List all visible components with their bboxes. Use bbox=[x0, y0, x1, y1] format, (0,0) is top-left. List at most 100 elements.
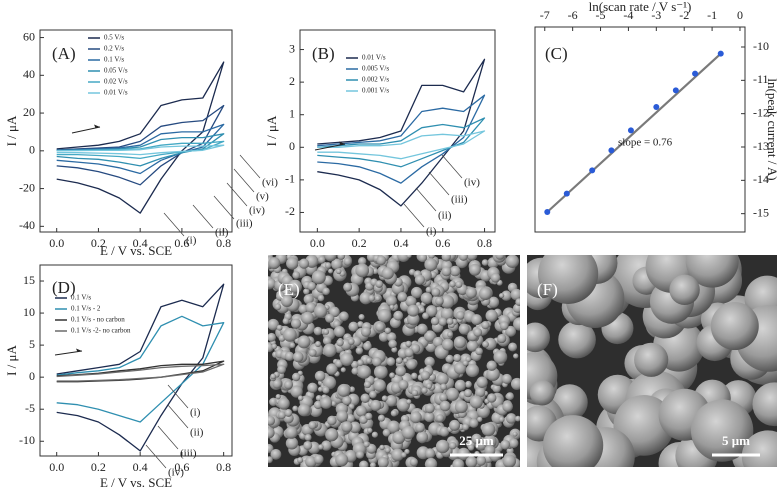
particle bbox=[486, 360, 497, 371]
particle bbox=[357, 365, 372, 379]
particle bbox=[341, 421, 353, 433]
particle bbox=[436, 414, 444, 423]
plot-frame bbox=[39, 29, 233, 233]
particle bbox=[436, 372, 449, 386]
particle bbox=[385, 295, 397, 307]
particle bbox=[397, 255, 410, 262]
particle bbox=[484, 445, 496, 457]
y-tick-label: 5 bbox=[29, 337, 35, 351]
legend-label: 0.1 V/s -2- no carbon bbox=[71, 327, 131, 335]
panel: (C)-7 -6 -5 -4 -3 -2 -1 0-15-14-13-12-11-10ln(s… bbox=[534, 0, 780, 233]
annotation: (i) bbox=[426, 226, 437, 238]
particle bbox=[389, 304, 395, 310]
x-tick-label: -6 bbox=[568, 8, 578, 22]
particle bbox=[322, 287, 330, 296]
particle bbox=[441, 338, 454, 351]
particle bbox=[322, 386, 330, 394]
sem-image bbox=[527, 255, 777, 467]
particle bbox=[367, 427, 373, 434]
data-point bbox=[627, 127, 634, 134]
annotation: (iv) bbox=[464, 177, 480, 189]
cv-curve bbox=[56, 360, 225, 383]
particle bbox=[348, 321, 359, 332]
legend-label: 0.01 V/s bbox=[104, 89, 128, 97]
leader-line bbox=[167, 404, 189, 429]
particle bbox=[485, 309, 498, 322]
particle bbox=[372, 356, 382, 367]
particle bbox=[424, 411, 435, 423]
x-tick-label: 0.6 bbox=[174, 236, 189, 250]
particle bbox=[360, 393, 370, 403]
particle bbox=[326, 363, 338, 375]
x-tick-label: 0.8 bbox=[216, 460, 231, 474]
particle bbox=[314, 340, 321, 347]
particle bbox=[505, 325, 517, 337]
particle bbox=[272, 379, 282, 389]
particle bbox=[268, 278, 276, 289]
annotation: (iii) bbox=[180, 448, 197, 460]
x-tick-label: 0.6 bbox=[174, 460, 189, 474]
particle bbox=[358, 314, 365, 321]
particle bbox=[418, 255, 428, 263]
panel-label: (E) bbox=[278, 280, 300, 299]
particle bbox=[395, 365, 407, 377]
particle bbox=[303, 288, 310, 295]
particle bbox=[512, 303, 520, 314]
particle bbox=[351, 360, 359, 369]
annotation: (i) bbox=[186, 235, 197, 247]
annotation: (iii) bbox=[451, 194, 468, 206]
particle bbox=[376, 255, 387, 266]
particle bbox=[286, 257, 299, 270]
particle bbox=[425, 457, 438, 467]
x-axis-label: E / V vs. SCE bbox=[100, 475, 172, 490]
panel-label: (A) bbox=[52, 44, 76, 63]
x-tick-label: -3 bbox=[651, 8, 661, 22]
particle bbox=[404, 347, 414, 358]
particle bbox=[465, 456, 478, 467]
particle bbox=[297, 403, 311, 417]
particle bbox=[475, 455, 487, 466]
particle bbox=[313, 454, 324, 465]
y-tick-label: 15 bbox=[23, 273, 35, 287]
particle bbox=[410, 372, 418, 380]
particle bbox=[505, 255, 519, 268]
y-tick-label: 2 bbox=[289, 74, 295, 88]
y-tick-label: -10 bbox=[753, 39, 769, 53]
particle bbox=[285, 426, 298, 439]
particle bbox=[462, 360, 469, 367]
particle bbox=[386, 332, 397, 342]
particle bbox=[458, 323, 470, 335]
particle bbox=[710, 302, 759, 351]
particle bbox=[477, 416, 483, 423]
y-tick-label: -40 bbox=[19, 218, 35, 232]
y-tick-label: -12 bbox=[753, 105, 769, 119]
particle bbox=[424, 356, 435, 367]
leader-line bbox=[428, 171, 450, 196]
legend-label: 0.1 V/s - 2 bbox=[71, 305, 101, 313]
particle bbox=[277, 397, 290, 410]
particle bbox=[469, 418, 479, 428]
x-tick-label: -4 bbox=[623, 8, 633, 22]
x-axis-label: ln(scan rate / V s⁻¹) bbox=[589, 0, 692, 14]
data-point bbox=[717, 50, 724, 57]
particle bbox=[462, 423, 469, 431]
particle bbox=[307, 382, 318, 394]
particle bbox=[487, 393, 497, 403]
particle bbox=[371, 431, 379, 438]
leader-line bbox=[233, 168, 255, 193]
particle bbox=[482, 340, 489, 348]
legend-label: 0.2 V/s bbox=[104, 45, 124, 53]
particle bbox=[439, 426, 450, 437]
particle bbox=[469, 263, 481, 276]
particle bbox=[357, 359, 364, 367]
particle bbox=[351, 367, 359, 375]
particle bbox=[447, 331, 453, 338]
annotation: (ii) bbox=[215, 227, 229, 239]
particle bbox=[475, 347, 483, 356]
y-tick-label: -14 bbox=[753, 172, 769, 186]
particle bbox=[322, 343, 337, 358]
particle bbox=[391, 448, 404, 462]
particle bbox=[390, 409, 398, 417]
particle bbox=[288, 279, 303, 294]
